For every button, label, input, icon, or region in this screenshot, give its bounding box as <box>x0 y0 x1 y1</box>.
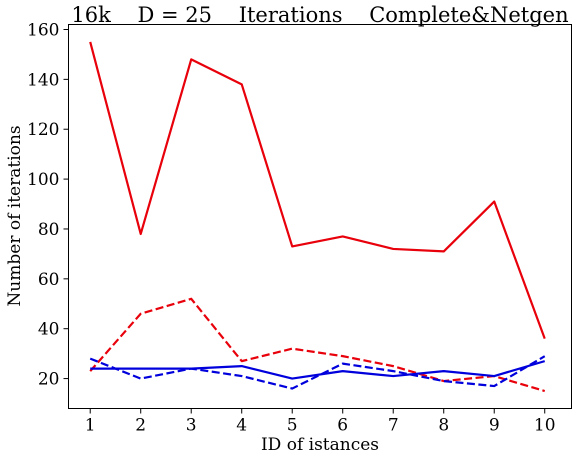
y-tick-label: 120 <box>27 120 59 140</box>
x-tick-label: 10 <box>534 416 556 436</box>
x-tick-label: 9 <box>489 416 500 436</box>
y-axis-label: Number of iterations <box>5 125 25 306</box>
x-tick-label: 5 <box>287 416 298 436</box>
x-tick-label: 4 <box>236 416 247 436</box>
series-line-3 <box>90 360 546 380</box>
y-tick-label: 140 <box>27 70 59 90</box>
y-axis: 20 40 60 80 100 120 140 160 <box>27 20 69 390</box>
series-line-1 <box>89 41 546 340</box>
x-tick-label: 6 <box>337 416 348 436</box>
x-tick-label: 8 <box>438 416 449 436</box>
y-tick-label: 40 <box>38 320 60 340</box>
plot-frame <box>68 24 572 409</box>
x-tick-label: 3 <box>186 416 197 436</box>
y-tick-label: 60 <box>38 270 60 290</box>
y-tick-label: 100 <box>27 170 59 190</box>
series-line-4 <box>89 355 546 390</box>
x-axis-label: ID of istances <box>261 435 379 455</box>
series-layer <box>89 41 546 393</box>
series-line-2 <box>89 297 546 393</box>
x-axis: 1 2 3 4 5 6 7 8 9 10 <box>85 408 556 436</box>
x-tick-label: 7 <box>388 416 399 436</box>
y-tick-label: 80 <box>38 220 60 240</box>
x-tick-label: 1 <box>85 416 96 436</box>
x-tick-label: 2 <box>135 416 146 436</box>
y-tick-label: 160 <box>27 20 59 40</box>
chart-title: 16k D = 25 Iterations Complete&Netgen <box>71 3 568 27</box>
y-tick-label: 20 <box>38 370 60 390</box>
